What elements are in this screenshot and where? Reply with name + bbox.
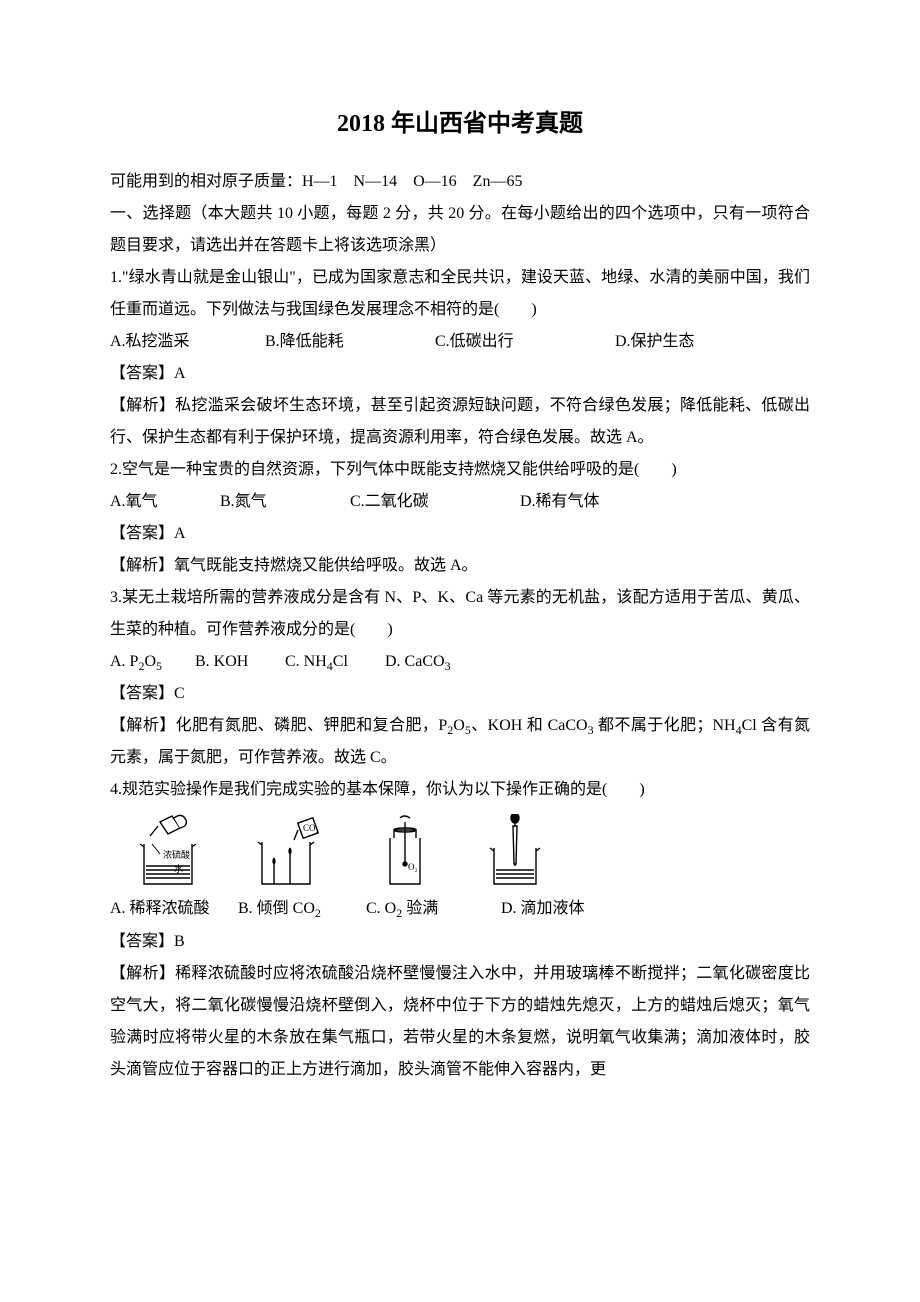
q3-opt-a: A. P2O5	[110, 646, 195, 678]
q4-fig-b: CO₂	[250, 814, 330, 889]
atomic-mass-info: 可能用到的相对原子质量：H—1 N—14 O—16 Zn—65	[110, 166, 810, 198]
q4-fig-a-label2: 水	[174, 863, 183, 874]
q3-opt-b: B. KOH	[195, 646, 285, 678]
q3-opt-d: D. CaCO3	[385, 646, 451, 678]
q4-fig-d	[480, 814, 550, 889]
q2-text: 2.空气是一种宝贵的自然资源，下列气体中既能支持燃烧又能供给呼吸的是( )	[110, 454, 810, 486]
q3-opt-c: C. NH4Cl	[285, 646, 385, 678]
q3-text: 3.某无土栽培所需的营养液成分是含有 N、P、K、Ca 等元素的无机盐，该配方适…	[110, 582, 810, 646]
q4-answer: 【答案】B	[110, 926, 810, 958]
q2-opt-c: C.二氧化碳	[350, 486, 520, 518]
q4-fig-a-label1: 浓硫酸	[163, 849, 190, 860]
q4-opt-d: D. 滴加液体	[501, 893, 585, 925]
q2-options: A.氧气 B.氮气 C.二氧化碳 D.稀有气体	[110, 486, 810, 518]
q1-answer: 【答案】A	[110, 358, 810, 390]
q4-options: A. 稀释浓硫酸 B. 倾倒 CO2 C. O2 验满 D. 滴加液体	[110, 893, 810, 925]
q4-opt-c: C. O2 验满	[366, 893, 501, 925]
q1-text: 1."绿水青山就是金山银山"，已成为国家意志和全民共识，建设天蓝、地绿、水清的美…	[110, 262, 810, 326]
q4-opt-a: A. 稀释浓硫酸	[110, 893, 238, 925]
q3-answer: 【答案】C	[110, 678, 810, 710]
section-1-intro: 一、选择题（本大题共 10 小题，每题 2 分，共 20 分。在每小题给出的四个…	[110, 198, 810, 262]
q4-fig-c-label: O₂	[408, 862, 418, 872]
q2-explain: 【解析】氧气既能支持燃烧又能供给呼吸。故选 A。	[110, 550, 810, 582]
q4-fig-c: O₂	[370, 814, 440, 889]
q1-opt-b: B.降低能耗	[265, 326, 435, 358]
q3-explain: 【解析】化肥有氮肥、磷肥、钾肥和复合肥，P2O5、KOH 和 CaCO3 都不属…	[110, 710, 810, 774]
q4-figures: 浓硫酸 水 CO₂	[130, 814, 810, 889]
q4-fig-b-label: CO₂	[303, 823, 319, 833]
q2-opt-b: B.氮气	[220, 486, 350, 518]
q1-opt-a: A.私挖滥采	[110, 326, 265, 358]
q2-answer: 【答案】A	[110, 518, 810, 550]
q2-opt-a: A.氧气	[110, 486, 220, 518]
q1-opt-c: C.低碳出行	[435, 326, 615, 358]
exam-title: 2018 年山西省中考真题	[110, 100, 810, 148]
q2-opt-d: D.稀有气体	[520, 486, 600, 518]
q4-text: 4.规范实验操作是我们完成实验的基本保障，你认为以下操作正确的是( )	[110, 774, 810, 806]
q3-options: A. P2O5 B. KOH C. NH4Cl D. CaCO3	[110, 646, 810, 678]
q4-fig-a: 浓硫酸 水	[130, 814, 210, 889]
q4-opt-b: B. 倾倒 CO2	[238, 893, 366, 925]
q1-explain: 【解析】私挖滥采会破坏生态环境，甚至引起资源短缺问题，不符合绿色发展；降低能耗、…	[110, 390, 810, 454]
q1-opt-d: D.保护生态	[615, 326, 695, 358]
q4-explain: 【解析】稀释浓硫酸时应将浓硫酸沿烧杯壁慢慢注入水中，并用玻璃棒不断搅拌；二氧化碳…	[110, 958, 810, 1086]
q1-options: A.私挖滥采 B.降低能耗 C.低碳出行 D.保护生态	[110, 326, 810, 358]
